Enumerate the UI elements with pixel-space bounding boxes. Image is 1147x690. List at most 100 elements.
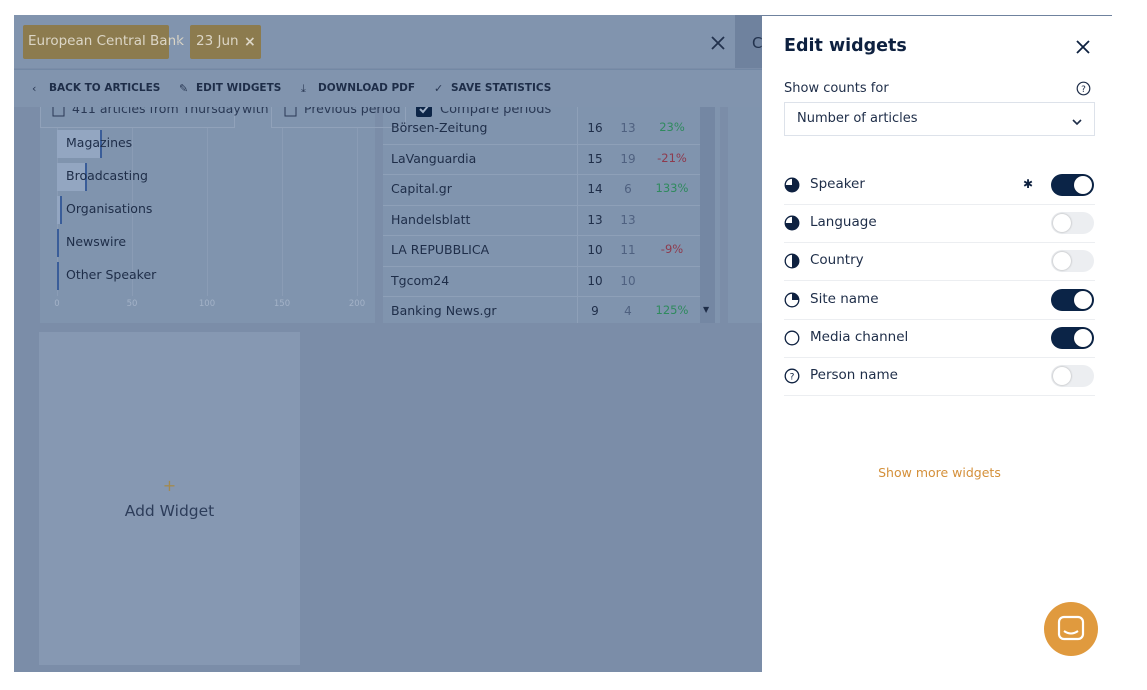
toggle[interactable] (1051, 250, 1094, 273)
widget-icon (784, 215, 800, 231)
x-tick-label: 50 (126, 299, 138, 309)
toggle-knob (1074, 328, 1092, 347)
cell-change: -9% (660, 242, 684, 256)
widget-icon (784, 330, 800, 346)
bar (57, 229, 59, 257)
breadcrumb-text: 23 Jun (196, 33, 239, 49)
category-label: Other Speaker (66, 267, 157, 282)
cell-previous: 19 (620, 151, 636, 166)
chat-button[interactable] (1044, 602, 1098, 656)
row-divider (383, 204, 700, 206)
panel-title: Edit widgets (784, 36, 907, 56)
cell-name: Börsen-Zeitung (391, 120, 488, 135)
cell-previous: 10 (620, 273, 636, 288)
widget-name: Language (810, 214, 877, 231)
scroll-track (700, 107, 715, 323)
cell-previous: 13 (620, 212, 636, 227)
widget-icon (784, 177, 800, 193)
toggle-knob (1053, 214, 1071, 233)
grid-line (207, 128, 208, 296)
widget-icon: ? (784, 368, 800, 384)
toolbar-icon: ✎ (179, 82, 189, 95)
panel-close[interactable] (1075, 39, 1091, 55)
cell-previous: 4 (624, 304, 632, 318)
table-clip: ▼ Börsen-Zeitung 16 13 23% LaVanguardia 15 19 -2… (383, 107, 720, 323)
header-button (735, 15, 762, 68)
close-icon[interactable] (709, 34, 727, 52)
category-label: Magazines (66, 135, 133, 150)
toolbar-button[interactable]: EDIT WIDGETS (196, 82, 282, 94)
x-tick-label: 100 (198, 299, 216, 309)
svg-text:?: ? (790, 373, 795, 383)
toolbar (14, 69, 762, 107)
cell-name: Handelsblatt (391, 211, 471, 227)
toolbar-button[interactable]: BACK TO ARTICLES (49, 82, 161, 94)
cell-name: Banking News.gr (391, 303, 497, 318)
add-widget-label: Add Widget (124, 502, 215, 520)
row-divider (784, 395, 1095, 396)
toolbar-button[interactable]: DOWNLOAD PDF (318, 82, 416, 94)
cell-name: LaVanguardia (391, 150, 477, 166)
toggle-knob (1074, 290, 1092, 309)
cell-name: Tgcom24 (391, 272, 450, 288)
toggle[interactable] (1051, 212, 1094, 235)
grid-line (132, 128, 133, 296)
cell-change: -21% (657, 150, 687, 165)
row-divider (383, 143, 700, 145)
cell-change: 23% (659, 120, 685, 134)
row-divider (383, 265, 700, 267)
show-more[interactable]: Show more widgets (878, 465, 1001, 480)
toggle[interactable] (1051, 326, 1094, 349)
cell-count: 10 (587, 273, 603, 288)
toggle-knob (1053, 252, 1071, 271)
widget-icon (784, 253, 800, 269)
help-icon: ? (1076, 81, 1091, 96)
cell-previous: 6 (624, 182, 632, 196)
row-divider (784, 280, 1095, 282)
breadcrumb-text: European Central Bank (28, 33, 184, 49)
chip-close[interactable]: × (244, 34, 256, 50)
cell-previous: 13 (620, 121, 636, 135)
cell-change: 125% (655, 303, 689, 317)
toggle[interactable] (1051, 174, 1094, 196)
bar (57, 130, 102, 158)
bar (57, 262, 59, 290)
row-divider (784, 356, 1095, 358)
settings-icon[interactable]: ✱ (1023, 177, 1034, 191)
toggle[interactable] (1051, 288, 1094, 311)
toolbar-button[interactable]: SAVE STATISTICS (451, 82, 552, 94)
row-divider (784, 204, 1095, 205)
bar (57, 196, 62, 224)
breadcrumb-chip[interactable] (190, 25, 261, 59)
cell-change: 133% (655, 181, 689, 195)
chart-clip: 0 50 100 150 200 Magazines Broadcasting Organis… (40, 128, 375, 323)
cell-name: Capital.gr (391, 181, 452, 196)
toggle-knob (1053, 367, 1071, 385)
cell-count: 15 (587, 151, 603, 166)
toggle[interactable] (1051, 365, 1094, 387)
category-label: Organisations (66, 201, 153, 216)
row-divider (383, 296, 700, 297)
counts-value: Number of articles (797, 111, 918, 126)
counts-select[interactable] (784, 102, 1095, 136)
category-label: Newswire (66, 234, 127, 249)
breadcrumb-chip[interactable] (23, 25, 169, 59)
row-divider (383, 174, 700, 175)
toolbar-icon: ‹ (32, 82, 37, 95)
row-divider (784, 242, 1095, 244)
bar (57, 163, 87, 191)
breadcrumb-sep: › (176, 35, 182, 50)
widget-name: Speaker (810, 176, 865, 192)
table-card (383, 95, 720, 323)
add-widget-card[interactable] (39, 332, 300, 665)
grid-line (357, 128, 358, 296)
scroll-arrow: ▼ (703, 305, 710, 314)
widget-name: Person name (810, 367, 898, 383)
toggle-knob (1074, 176, 1092, 194)
x-tick-label: 0 (54, 299, 60, 309)
x-tick-label: 200 (348, 299, 366, 309)
category-label: Broadcasting (66, 168, 148, 183)
widget-icon (784, 292, 800, 308)
col-separator (577, 107, 578, 323)
row-divider (784, 318, 1095, 320)
